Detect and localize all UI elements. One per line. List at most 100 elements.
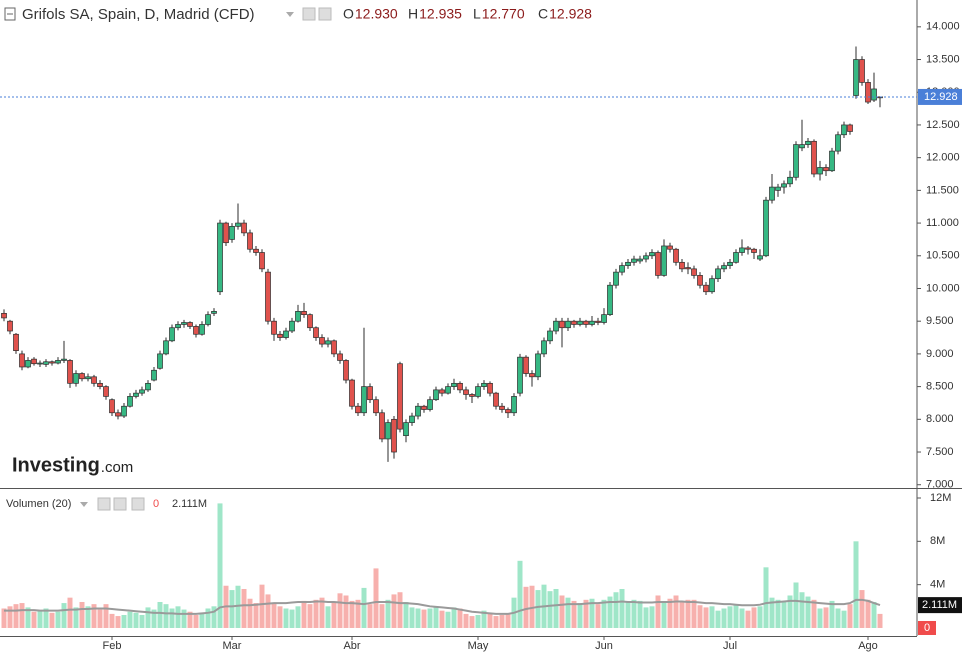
volume-bar: [553, 588, 559, 628]
volume-bar: [205, 608, 211, 628]
candle-body: [715, 268, 721, 280]
candle-body: [619, 265, 625, 273]
volume-bar: [733, 605, 739, 628]
candle-body: [829, 150, 835, 172]
candle-body: [475, 386, 481, 397]
candle-body: [385, 422, 391, 440]
y-tick-label: 9.500: [926, 315, 954, 327]
y-tick-label: 12.000: [926, 152, 960, 164]
candle-body: [523, 356, 529, 374]
volume-bar: [163, 604, 169, 628]
candle-body: [649, 252, 655, 257]
candle-body: [295, 311, 301, 322]
close-icon[interactable]: [131, 497, 145, 511]
y-tick-label: 10.500: [926, 250, 960, 262]
candle-body: [223, 222, 229, 244]
volume-bar: [169, 608, 175, 628]
candle-body: [343, 360, 349, 381]
collapse-icon[interactable]: [4, 7, 16, 21]
candle-body: [145, 382, 151, 391]
settings-icon[interactable]: [318, 7, 332, 21]
candle-body: [415, 405, 421, 417]
candle-body: [313, 327, 319, 338]
candle-body: [721, 265, 727, 270]
y-tick-label: 12.500: [926, 119, 960, 131]
volume-bar: [697, 605, 703, 628]
volume-bar: [31, 611, 37, 628]
volume-tick-label: 8M: [930, 535, 945, 547]
candle-body: [859, 59, 865, 83]
volume-bar: [349, 600, 355, 628]
volume-bar: [397, 592, 403, 628]
candle-body: [493, 392, 499, 407]
candle-body: [331, 340, 337, 355]
volume-bar: [811, 599, 817, 628]
volume-bar: [685, 599, 691, 628]
volume-bar: [313, 599, 319, 628]
candle-body: [139, 389, 145, 394]
candle-body: [499, 405, 505, 410]
candle-body: [91, 376, 97, 384]
x-tick-label: Jun: [595, 640, 613, 652]
volume-bar: [127, 611, 133, 628]
volume-bar: [187, 611, 193, 628]
volume-bar: [85, 606, 91, 628]
candle-body: [241, 222, 247, 234]
candle-body: [373, 399, 379, 414]
watermark-suffix: .com: [101, 459, 134, 476]
dropdown-arrow[interactable]: [286, 12, 294, 17]
y-tick-label: 8.500: [926, 381, 954, 393]
volume-bar: [523, 586, 529, 628]
volume-bar: [211, 606, 217, 628]
volume-bar: [67, 597, 73, 628]
volume-ma-badge-label: 2.111M: [922, 599, 957, 611]
candle-body: [73, 373, 79, 384]
candle-body: [289, 320, 295, 332]
x-tick-label: Feb: [103, 640, 122, 652]
candle-body: [733, 252, 739, 263]
volume-bar: [235, 585, 241, 628]
candle-body: [763, 199, 769, 257]
candle-body: [175, 324, 181, 329]
candle-body: [805, 140, 811, 145]
candle-body: [1, 312, 7, 319]
candle-body: [67, 360, 73, 384]
candle-body: [757, 255, 763, 260]
candle-body: [217, 222, 223, 293]
volume-bar: [1, 608, 7, 628]
candle-body: [535, 353, 541, 378]
volume-bar: [373, 568, 379, 628]
candle-body: [691, 268, 697, 276]
dropdown-arrow[interactable]: [80, 502, 88, 507]
y-tick-label: 10.000: [926, 282, 960, 294]
settings-icon[interactable]: [97, 497, 111, 511]
candle-body: [553, 320, 559, 332]
candle-body: [511, 396, 517, 414]
candle-body: [697, 275, 703, 286]
volume-bar: [433, 606, 439, 628]
candle-body: [253, 248, 259, 253]
candle-body: [607, 284, 613, 315]
volume-bar: [193, 614, 199, 628]
ohlc-value: 12.935: [419, 6, 462, 22]
volume-bar: [673, 595, 679, 628]
ohlc-label: C: [538, 6, 548, 22]
volume-bar: [277, 606, 283, 628]
settings-icon[interactable]: [113, 497, 127, 511]
settings-icon[interactable]: [302, 7, 316, 21]
x-tick-label: Ago: [858, 640, 878, 652]
volume-bar: [283, 608, 289, 628]
volume-bar: [547, 591, 553, 628]
y-tick-label: 14.000: [926, 21, 960, 33]
candle-body: [865, 82, 871, 103]
volume-bar: [295, 606, 301, 628]
volume-bar: [691, 599, 697, 628]
candle-body: [787, 176, 793, 185]
candle-body: [337, 353, 343, 361]
y-tick-label: 11.000: [926, 217, 959, 229]
volume-tick-label: 12M: [930, 492, 951, 504]
volume-bar: [145, 607, 151, 628]
candle-body: [25, 360, 31, 368]
candle-body: [811, 140, 817, 175]
candle-body: [409, 415, 415, 423]
